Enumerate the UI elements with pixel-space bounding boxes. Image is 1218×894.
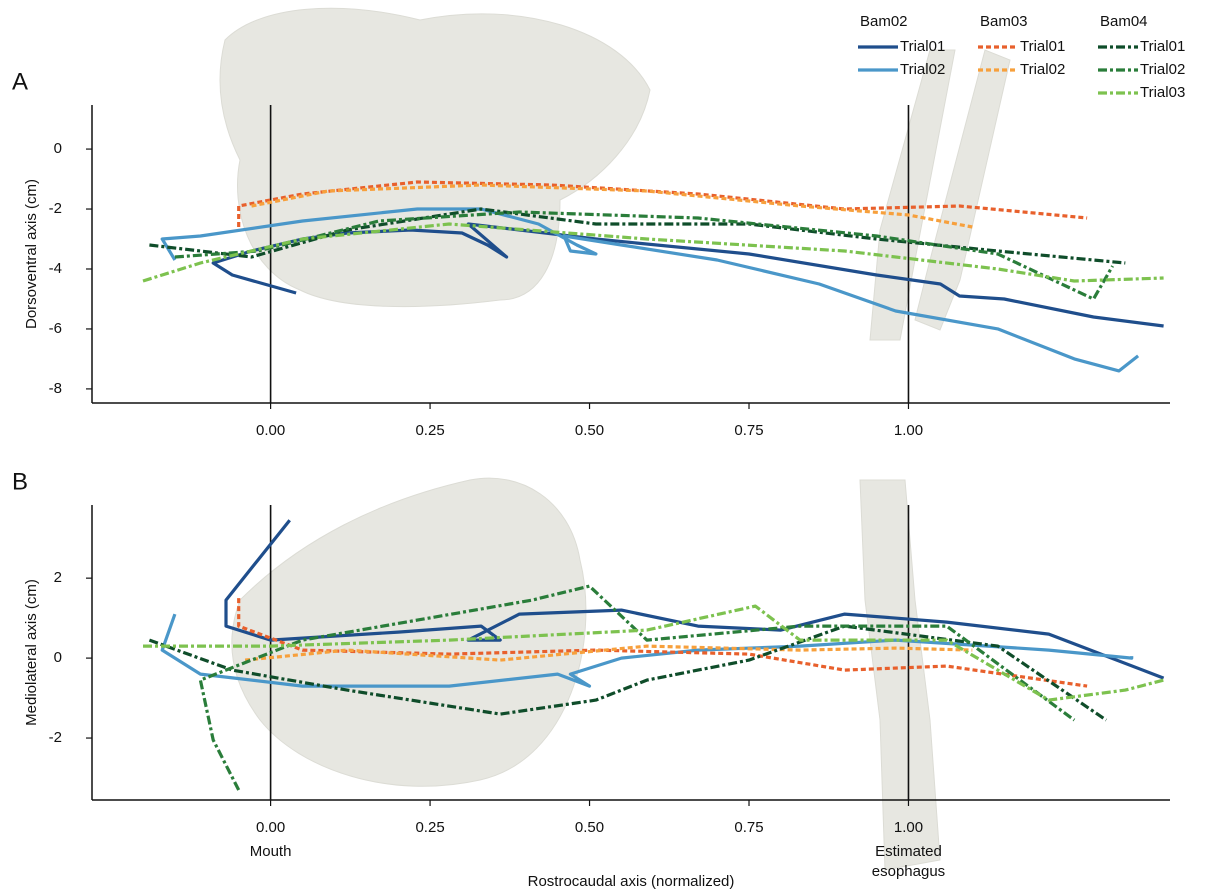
legend-label: Trial02 (1020, 61, 1065, 78)
y-axis-label: Dorsoventral axis (cm) (23, 179, 40, 329)
series-line (142, 222, 1164, 283)
x-axis-label: Rostrocaudal axis (normalized) (528, 873, 735, 890)
panel-label: A (12, 68, 28, 95)
legend-group-title: Bam04 (1100, 13, 1148, 30)
legend-label: Trial01 (1020, 38, 1065, 55)
y-tick-label: -6 (49, 320, 62, 337)
legend-group-title: Bam03 (980, 13, 1028, 30)
x-tick-label: 0.25 (415, 422, 444, 439)
series-line (237, 598, 1088, 688)
y-tick-label: -2 (49, 200, 62, 217)
legend-label: Trial03 (1140, 84, 1185, 101)
y-tick-label: 0 (54, 649, 62, 666)
y-tick-label: -4 (49, 260, 62, 277)
y-tick-label: 0 (54, 140, 62, 157)
reference-label: Estimated (875, 843, 942, 860)
series-line (174, 210, 1114, 301)
x-tick-label: 0.00 (256, 819, 285, 836)
legend-label: Trial01 (1140, 38, 1185, 55)
x-tick-label: 0.00 (256, 422, 285, 439)
series-line (237, 180, 1088, 227)
y-axis-label: Mediolateral axis (cm) (23, 579, 40, 726)
series-line (160, 207, 1140, 373)
y-tick-label: 2 (54, 569, 62, 586)
reference-label: Mouth (250, 843, 292, 860)
series-line (251, 183, 973, 229)
x-tick-label: 0.75 (734, 819, 763, 836)
y-tick-label: -2 (49, 729, 62, 746)
x-tick-label: 0.75 (734, 422, 763, 439)
legend-label: Trial02 (1140, 61, 1185, 78)
series-line (148, 624, 1108, 722)
x-tick-label: 0.25 (415, 819, 444, 836)
series-line (198, 584, 1076, 791)
y-tick-label: -8 (49, 380, 62, 397)
legend-group-title: Bam02 (860, 13, 908, 30)
series-line (244, 644, 973, 662)
legend-label: Trial02 (900, 61, 945, 78)
x-tick-label: 0.50 (575, 422, 604, 439)
series-line (143, 604, 1165, 702)
x-tick-label: 0.50 (575, 819, 604, 836)
x-tick-label: 1.00 (894, 422, 923, 439)
reference-label: esophagus (872, 863, 945, 880)
legend-label: Trial01 (900, 38, 945, 55)
background-anatomy (219, 7, 1011, 871)
panel-label: B (12, 468, 28, 495)
x-tick-label: 1.00 (894, 819, 923, 836)
